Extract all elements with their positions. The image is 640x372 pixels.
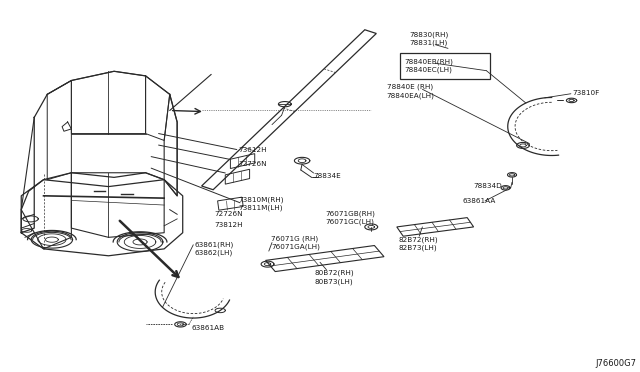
Text: 78840EB(RH)
78840EC(LH): 78840EB(RH) 78840EC(LH) [404,58,453,73]
Text: J76600G7: J76600G7 [596,359,637,368]
Text: 78834E: 78834E [314,173,341,179]
Text: 63861AB: 63861AB [192,325,225,331]
Text: 73812H: 73812H [214,222,243,228]
Text: 73612H: 73612H [238,147,267,153]
Text: 78830(RH)
78831(LH): 78830(RH) 78831(LH) [410,32,449,46]
Text: 73810F: 73810F [573,90,600,96]
Text: 63861AA: 63861AA [462,198,495,204]
Text: 72726N: 72726N [214,211,243,217]
Text: 80B72(RH)
80B73(LH): 80B72(RH) 80B73(LH) [315,270,355,285]
Text: 63861(RH)
63862(LH): 63861(RH) 63862(LH) [195,241,234,256]
Text: 76071GB(RH)
76071GC(LH): 76071GB(RH) 76071GC(LH) [325,210,375,225]
Text: 73810M(RH)
73811M(LH): 73810M(RH) 73811M(LH) [238,196,284,211]
Text: 72726N: 72726N [238,161,267,167]
Text: 78834D: 78834D [474,183,502,189]
Text: 82B72(RH)
82B73(LH): 82B72(RH) 82B73(LH) [398,236,438,251]
Text: 76071G (RH)
76071GA(LH): 76071G (RH) 76071GA(LH) [271,235,320,250]
Text: 78840E (RH)
78840EA(LH): 78840E (RH) 78840EA(LH) [387,84,435,99]
